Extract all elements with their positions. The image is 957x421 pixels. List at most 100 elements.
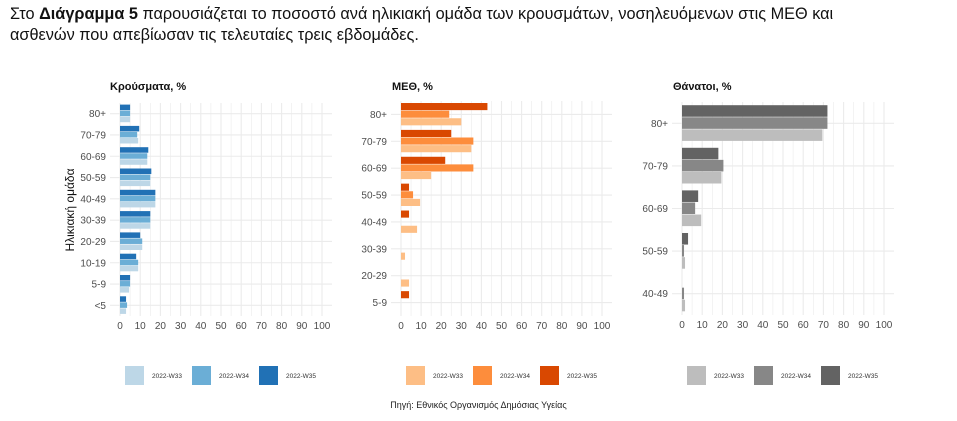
y-tick-label: 10-19 (80, 258, 106, 269)
bar-2022-w34 (120, 217, 151, 223)
x-tick-label: 80 (556, 321, 568, 332)
x-tick-label: 30 (175, 321, 187, 332)
y-axis-label: Ηλικιακή ομάδα (63, 168, 77, 251)
bar-2022-w35 (401, 183, 410, 191)
x-tick-label: 20 (436, 321, 448, 332)
bar-2022-w34 (120, 281, 131, 287)
chart-title: Θάνατοι, % (673, 81, 732, 93)
y-tick-label: 60-69 (361, 164, 387, 175)
x-tick-label: 0 (398, 321, 404, 332)
x-tick-label: 50 (215, 321, 227, 332)
y-tick-label: <5 (95, 301, 107, 312)
bar-2022-w33 (401, 252, 406, 260)
bar-2022-w35 (120, 147, 149, 153)
bar-2022-w35 (120, 232, 141, 238)
bar-2022-w33 (401, 279, 410, 287)
source-note: Πηγή: Εθνικός Οργανισμός Δημόσιας Υγείας (390, 400, 567, 410)
intro-line1-rest: παρουσιάζεται το ποσοστό ανά ηλικιακή ομ… (137, 5, 834, 23)
bar-2022-w35 (682, 190, 699, 202)
x-tick-label: 70 (536, 321, 548, 332)
bar-2022-w35 (120, 274, 131, 281)
legend-swatch (754, 366, 773, 385)
x-tick-label: 100 (876, 320, 893, 331)
bar-2022-w34 (682, 287, 685, 300)
bar-2022-w34 (120, 153, 148, 159)
legend-swatch (406, 366, 425, 385)
bar-2022-w33 (120, 159, 148, 165)
bar-2022-w34 (682, 159, 724, 172)
intro-line-1: Στο Διάγραμμα 5 παρουσιάζεται το ποσοστό… (10, 4, 955, 25)
legend-swatch (259, 366, 278, 385)
bar-2022-w33 (120, 265, 139, 272)
x-tick-label: 50 (777, 320, 789, 331)
x-tick-label: 10 (697, 320, 709, 331)
x-tick-label: 10 (416, 321, 428, 332)
x-tick-label: 40 (195, 321, 207, 332)
bar-2022-w34 (120, 131, 138, 138)
y-tick-label: 70-79 (642, 161, 668, 172)
bar-2022-w33 (120, 287, 130, 293)
bar-2022-w33 (120, 308, 127, 314)
chart-panel-1: 80+ 70-79 60-69 50-59 40-49 30-39 20-29 10-19 5-… (63, 81, 332, 385)
bar-2022-w34 (682, 117, 828, 129)
legend-label: 2022-W33 (152, 373, 182, 380)
bar-2022-w35 (120, 211, 151, 217)
bar-2022-w34 (120, 195, 156, 202)
y-tick-label: 60-69 (642, 204, 668, 215)
x-tick-label: 90 (296, 321, 308, 332)
bar-2022-w33 (401, 225, 418, 233)
bar-2022-w35 (120, 168, 152, 175)
bar-2022-w33 (682, 214, 702, 227)
bar-2022-w35 (120, 104, 131, 111)
bar-2022-w35 (682, 147, 719, 160)
bar-2022-w33 (401, 145, 472, 153)
x-tick-label: 0 (117, 321, 123, 332)
x-tick-label: 60 (236, 321, 248, 332)
bar-2022-w33 (120, 180, 151, 187)
bar-2022-w33 (401, 198, 421, 206)
bar-2022-w34 (401, 164, 474, 172)
bar-2022-w33 (120, 137, 139, 144)
legend-swatch (821, 366, 840, 385)
y-tick-label: 80+ (651, 119, 668, 130)
legend-swatch (687, 366, 706, 385)
x-tick-label: 80 (838, 320, 850, 331)
bar-2022-w35 (401, 156, 446, 164)
bar-2022-w34 (401, 191, 414, 199)
legend-label: 2022-W35 (848, 373, 878, 380)
bar-2022-w34 (682, 202, 696, 215)
x-tick-label: 20 (155, 321, 167, 332)
y-tick-label: 80+ (370, 110, 387, 121)
x-tick-label: 100 (594, 321, 611, 332)
legend-label: 2022-W33 (433, 373, 463, 380)
legend-label: 2022-W34 (500, 373, 530, 380)
bar-2022-w33 (682, 257, 686, 269)
intro-bold: Διάγραμμα 5 (39, 5, 138, 23)
bar-2022-w34 (120, 110, 131, 117)
y-tick-label: 50-59 (642, 247, 668, 258)
bar-2022-w33 (120, 201, 156, 208)
x-tick-label: 60 (798, 320, 810, 331)
y-tick-label: 50-59 (80, 173, 106, 184)
y-tick-label: 50-59 (361, 191, 387, 202)
bar-2022-w34 (401, 137, 474, 145)
y-tick-label: 30-39 (361, 244, 387, 255)
x-tick-label: 80 (276, 321, 288, 332)
bar-2022-w33 (682, 171, 722, 184)
bar-2022-w33 (120, 223, 151, 229)
legend-label: 2022-W35 (567, 373, 597, 380)
bar-2022-w34 (401, 110, 450, 118)
bar-2022-w34 (120, 238, 143, 244)
bar-2022-w33 (120, 244, 143, 251)
x-tick-label: 40 (757, 320, 769, 331)
x-tick-label: 60 (516, 321, 528, 332)
x-tick-label: 40 (476, 321, 488, 332)
bar-2022-w33 (120, 116, 131, 123)
x-tick-label: 90 (576, 321, 588, 332)
bar-2022-w34 (120, 259, 139, 266)
bar-2022-w34 (120, 302, 128, 308)
bar-2022-w35 (401, 291, 410, 299)
chart-panel-2: 80+ 70-79 60-69 50-59 40-49 30-39 20-29 5-9 0 10 2… (361, 81, 612, 385)
x-tick-label: 70 (256, 321, 268, 332)
